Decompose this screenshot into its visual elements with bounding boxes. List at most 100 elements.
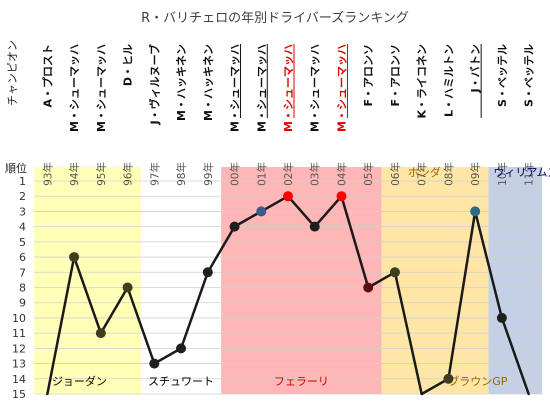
chart-title: R・バリチェロの年別ドライバーズランキング: [141, 10, 409, 26]
team-label: フェラーリ: [274, 375, 329, 388]
champion-name: J・ヴィルヌーブ: [147, 44, 161, 125]
champion-name: M・シューマッハ: [309, 44, 322, 132]
x-tick-label: 06年: [389, 162, 402, 186]
x-tick-label: 97年: [148, 162, 161, 186]
series-line-segment: [500, 316, 530, 396]
series-line-segment: [340, 194, 370, 289]
series-line-segment: [313, 194, 343, 228]
data-point: [149, 358, 160, 369]
team-bands: [34, 167, 542, 394]
series-line-segment: [286, 194, 316, 228]
x-tick-label: 09年: [469, 162, 482, 186]
y-tick-label: 1: [19, 175, 26, 188]
champion-name: F・アロンソ: [362, 44, 375, 107]
x-tick-label: 02年: [282, 162, 295, 186]
x-tick-label: 11年: [523, 162, 536, 186]
y-tick-label: 7: [19, 266, 26, 279]
x-tick-label: 93年: [41, 162, 54, 186]
series-line-segment: [473, 210, 504, 320]
y-tick-label: 2: [19, 190, 26, 203]
data-point: [443, 373, 454, 384]
champion-name: M・シューマッハ: [229, 44, 242, 132]
x-tick-label: 00年: [229, 162, 242, 186]
data-point: [470, 206, 481, 217]
data-point: [309, 221, 320, 232]
x-tick-label: 95年: [95, 162, 108, 186]
champion-name: M・シューマッハ: [335, 44, 348, 132]
y-tick-label: 12: [12, 342, 26, 355]
data-point: [229, 221, 240, 232]
team-band: [381, 167, 462, 394]
x-tick-label: 08年: [442, 162, 455, 186]
team-band: [461, 167, 489, 394]
series-line-segment: [72, 255, 103, 335]
x-tick-label: 05年: [362, 162, 375, 186]
data-point: [256, 206, 267, 217]
champion-name: L・ハミルトン: [442, 44, 455, 117]
y-tick-label: 15: [12, 388, 26, 401]
data-point: [95, 328, 106, 339]
data-point: [122, 282, 133, 293]
data-point: [283, 191, 293, 202]
data-point: [176, 343, 187, 354]
champion-name: M・ハッキネン: [202, 44, 215, 121]
champion-name: K・ライコネン: [416, 44, 429, 119]
team-label: スチュワート: [148, 375, 214, 388]
x-tick-label: 94年: [68, 162, 81, 186]
data-point: [496, 312, 507, 323]
y-tick-label: 6: [19, 251, 26, 264]
y-tick-label: 10: [12, 312, 26, 325]
series-line-segment: [179, 271, 210, 350]
y-tick-label: 8: [19, 282, 26, 295]
data-point: [69, 252, 80, 263]
team-label: ホンダ: [408, 165, 441, 179]
champion-name: M・シューマッハ: [282, 44, 295, 132]
champion-name: M・シューマッハ: [68, 44, 81, 132]
series-line-segment: [260, 194, 290, 213]
x-tick-label: 04年: [335, 162, 348, 186]
x-tick-label: 03年: [309, 162, 322, 186]
champion-name: M・シューマッハ: [255, 44, 268, 132]
data-point: [336, 191, 347, 202]
team-label: ウィリアムズ: [493, 165, 550, 179]
y-tick-label: 14: [12, 373, 26, 386]
x-tick-label: 98年: [175, 162, 188, 186]
series-line-segment: [366, 271, 397, 289]
series-line-segment: [126, 286, 156, 365]
champion-name: S・ベッテル: [496, 44, 509, 107]
series-line-segment: [46, 255, 76, 396]
team-band: [488, 167, 542, 394]
x-tick-label: 10年: [496, 162, 509, 186]
champion-name: D・ヒル: [122, 44, 135, 86]
series-line-segment: [393, 271, 423, 396]
y-tick-label: 4: [19, 221, 26, 234]
y-tick-label: 9: [19, 297, 26, 310]
series-line-segment: [447, 210, 477, 381]
series-points: [69, 191, 507, 384]
champion-name: M・シューマッハ: [95, 44, 108, 132]
team-band: [221, 167, 382, 394]
champion-name: F・アロンソ: [389, 44, 402, 107]
y-tick-label: 5: [19, 236, 26, 249]
team-band: [34, 167, 141, 394]
champion-label: チャンピオン: [6, 40, 19, 106]
gridlines: [34, 180, 542, 395]
rank-label: 順位: [5, 161, 27, 175]
series-line-segment: [153, 347, 183, 365]
series-lines: [46, 194, 530, 396]
series-line-segment: [206, 225, 236, 274]
x-tick-label: 96年: [122, 162, 135, 186]
x-tick-label: 99年: [202, 162, 215, 186]
data-point: [363, 282, 374, 293]
series-line-segment: [420, 377, 450, 396]
team-label: ブラウンGP: [448, 374, 508, 388]
data-point: [389, 267, 400, 278]
team-band: [140, 167, 222, 394]
champion-name: M・ハッキネン: [175, 44, 188, 121]
series-line-segment: [99, 286, 129, 335]
